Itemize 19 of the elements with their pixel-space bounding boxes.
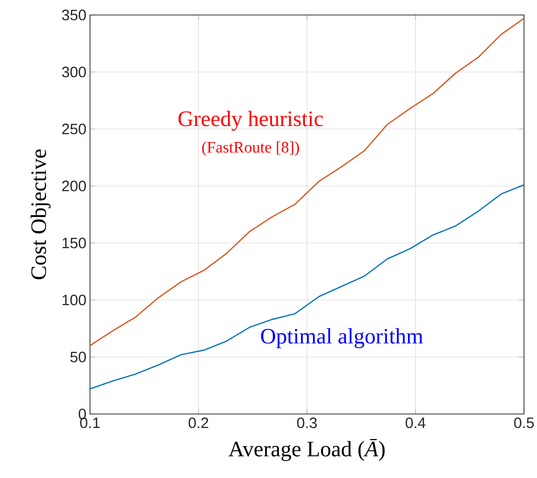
line-series xyxy=(90,18,524,346)
series-label: Optimal algorithm xyxy=(261,328,423,348)
x-tick-label: 0.2 xyxy=(188,418,208,428)
x-axis-title: Average Load (Ā) xyxy=(228,439,385,461)
x-tick-label: 0.1 xyxy=(80,418,100,428)
x-tick-label: 0.4 xyxy=(406,418,426,428)
y-tick-label: 100 xyxy=(62,294,86,306)
y-axis-title: Cost Objective xyxy=(30,150,51,280)
annotation: (FastRoute [8]) xyxy=(202,141,299,156)
y-tick-label: 250 xyxy=(62,124,86,134)
y-tick-label: 150 xyxy=(62,238,86,248)
y-tick-label: 300 xyxy=(62,66,86,78)
x-tick-label: 0.5 xyxy=(514,418,534,428)
y-tick-label: 50 xyxy=(70,352,86,362)
line-series xyxy=(90,184,524,390)
y-tick-label: 350 xyxy=(62,10,86,20)
x-tick-label: 0.3 xyxy=(297,418,317,428)
y-tick-label: 200 xyxy=(62,180,86,192)
series-label: Greedy heuristic xyxy=(178,110,323,131)
